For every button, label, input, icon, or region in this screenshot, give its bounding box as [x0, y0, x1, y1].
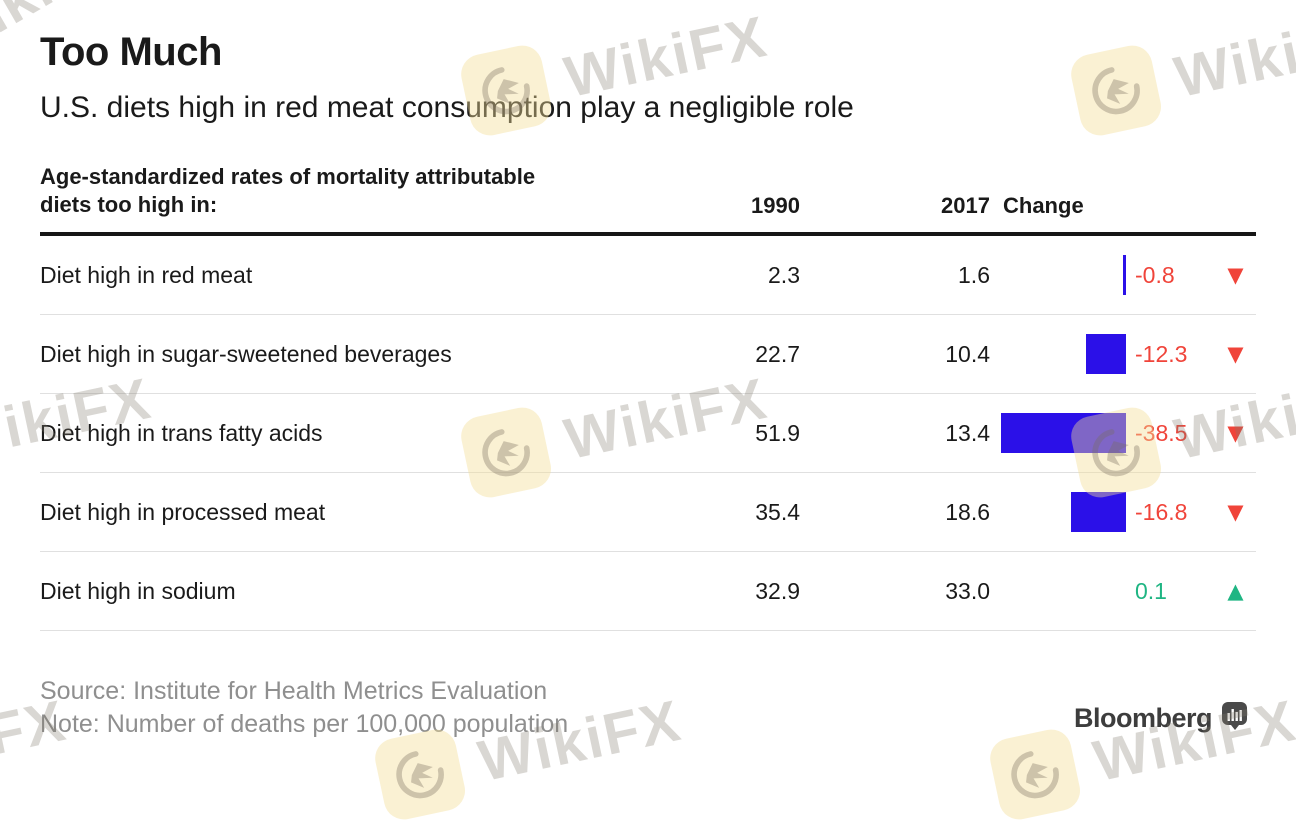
- column-header-change: Change: [1003, 193, 1084, 218]
- bloomberg-wordmark: Bloomberg: [1073, 702, 1213, 733]
- value-2017: 1.6: [958, 261, 990, 288]
- change-bar-zone: [990, 255, 1126, 295]
- bloomberg-brand: Bloomberg: [1074, 701, 1248, 735]
- change-bar: [1001, 413, 1126, 453]
- column-header-2017: 2017: [941, 193, 990, 218]
- change-bar: [1086, 334, 1126, 374]
- table-header: Age-standardized rates of mortality attr…: [40, 163, 1256, 236]
- change-value: 0.1: [1135, 577, 1167, 604]
- footer: Source: Institute for Health Metrics Eva…: [40, 675, 1256, 741]
- change-bar-zone: [990, 413, 1126, 453]
- table-row: Diet high in red meat 2.3 1.6 -0.8 ▼: [40, 236, 1256, 315]
- trend-triangle-icon: ▲: [1227, 579, 1244, 603]
- value-1990: 32.9: [755, 577, 800, 604]
- table-row: Diet high in processed meat 35.4 18.6 -1…: [40, 473, 1256, 552]
- change-value: -12.3: [1135, 340, 1188, 367]
- trend-triangle-icon: ▼: [1227, 263, 1244, 287]
- table-row: Diet high in sugar-sweetened beverages 2…: [40, 315, 1256, 394]
- change-value: -38.5: [1135, 419, 1188, 446]
- page-title: Too Much: [40, 30, 222, 74]
- chart-card: Too Much U.S. diets high in red meat con…: [40, 30, 1256, 741]
- change-value: -0.8: [1135, 261, 1175, 288]
- value-2017: 10.4: [945, 340, 990, 367]
- value-2017: 13.4: [945, 419, 990, 446]
- value-1990: 2.3: [768, 261, 800, 288]
- value-1990: 35.4: [755, 498, 800, 525]
- table-row: Diet high in sodium 32.9 33.0 0.1 ▲: [40, 552, 1256, 631]
- column-header-1990: 1990: [751, 193, 800, 218]
- value-2017: 33.0: [945, 577, 990, 604]
- change-bar-zone: [990, 334, 1126, 374]
- trend-triangle-icon: ▼: [1227, 342, 1244, 366]
- change-bar-zone: [990, 571, 1126, 611]
- value-1990: 22.7: [755, 340, 800, 367]
- change-value: -16.8: [1135, 498, 1188, 525]
- table-caption: Age-standardized rates of mortality attr…: [40, 163, 700, 219]
- table-caption-line1: Age-standardized rates of mortality attr…: [40, 164, 536, 189]
- bloomberg-chart-bubble-icon: [1221, 701, 1248, 735]
- table-row: Diet high in trans fatty acids 51.9 13.4…: [40, 394, 1256, 473]
- row-label: Diet high in trans fatty acids: [40, 419, 323, 446]
- value-1990: 51.9: [755, 419, 800, 446]
- trend-triangle-icon: ▼: [1227, 421, 1244, 445]
- change-bar: [1071, 492, 1126, 532]
- table-caption-line2: diets too high in:: [40, 192, 218, 217]
- change-bar-zone: [990, 492, 1126, 532]
- row-label: Diet high in red meat: [40, 261, 253, 288]
- row-label: Diet high in sugar-sweetened beverages: [40, 340, 452, 367]
- row-label: Diet high in sodium: [40, 577, 236, 604]
- subtitle: U.S. diets high in red meat consumption …: [40, 91, 854, 124]
- trend-triangle-icon: ▼: [1227, 500, 1244, 524]
- methodology-note: Note: Number of deaths per 100,000 popul…: [40, 710, 569, 738]
- row-label: Diet high in processed meat: [40, 498, 326, 525]
- value-2017: 18.6: [945, 498, 990, 525]
- source-note: Source: Institute for Health Metrics Eva…: [40, 677, 548, 705]
- change-bar: [1123, 255, 1126, 295]
